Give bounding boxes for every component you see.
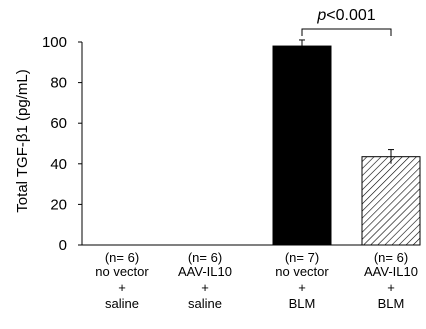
x-label-1-line-3: +: [118, 280, 126, 295]
x-label-4-line-3: +: [387, 280, 395, 295]
x-label-3-line-1: (n= 7): [285, 250, 319, 265]
x-label-1-line-2: no vector: [95, 264, 149, 279]
y-axis-label: Total TGF-β1 (pg/mL): [14, 69, 31, 212]
x-label-3-line-2: no vector: [275, 264, 329, 279]
p-value: <0.001: [326, 7, 375, 24]
significance-annotation: p<0.001: [301, 7, 392, 36]
x-label-2-line-1: (n= 6): [188, 250, 222, 265]
x-label-1-line-1: (n= 6): [105, 250, 139, 265]
y-tick-label: 100: [42, 34, 67, 51]
y-tick-label: 20: [50, 196, 67, 213]
significance-bracket: [301, 28, 392, 36]
p-value-label: p<0.001: [316, 7, 375, 24]
x-label-4-line-1: (n= 6): [374, 250, 408, 265]
p-symbol: p: [316, 7, 326, 24]
y-tick-label: 0: [59, 237, 67, 254]
x-label-3-line-4: BLM: [289, 296, 316, 311]
x-label-3-line-3: +: [298, 280, 306, 295]
y-tick-label: 60: [50, 115, 67, 132]
bar-3: [272, 45, 332, 246]
bar-4: [361, 156, 421, 246]
x-label-1-line-4: saline: [105, 296, 139, 311]
x-label-4-line-4: BLM: [378, 296, 405, 311]
x-label-2-line-4: saline: [188, 296, 222, 311]
x-label-4-line-2: AAV-IL10: [364, 264, 418, 279]
y-tick-label: 40: [50, 156, 67, 173]
y-tick-label: 80: [50, 75, 67, 92]
x-label-2-line-2: AAV-IL10: [178, 264, 232, 279]
x-label-2-line-3: +: [201, 280, 209, 295]
